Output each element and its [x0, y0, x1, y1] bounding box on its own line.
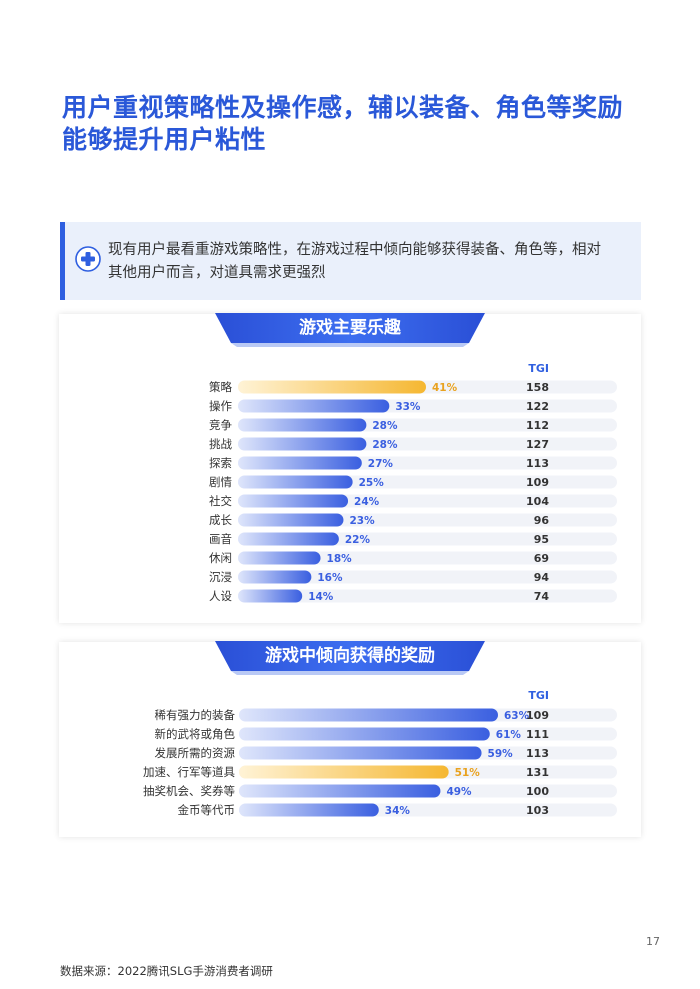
page-title-line-2: 能够提升用户粘性 [62, 125, 267, 154]
tgi-value: 122 [526, 400, 549, 413]
value-label: 34% [385, 805, 411, 817]
category-label: 成长 [209, 513, 232, 527]
bar [238, 532, 339, 546]
bar [238, 494, 349, 508]
value-label: 61% [496, 729, 522, 741]
tgi-value: 109 [526, 476, 549, 489]
bar [239, 803, 379, 817]
category-label: 休闲 [209, 551, 232, 565]
category-label: 稀有强力的装备 [155, 708, 236, 722]
tgi-value: 95 [534, 533, 549, 546]
bar [238, 380, 426, 394]
tgi-value: 103 [526, 804, 549, 817]
reward-bar-chart: TGI 稀有强力的装备 63%109 新的武将或角色 61% 111 发展所需的资源 59% 1… [143, 689, 617, 817]
tgi-value: 69 [534, 552, 549, 565]
tgi-value: 96 [534, 514, 550, 527]
callout-line-1: 现有用户最看重游戏策略性，在游戏过程中倾向能够获得装备、角色等，相对 [108, 242, 601, 258]
bar [238, 589, 303, 603]
value-label: 51% [455, 767, 481, 779]
value-label: 49% [446, 786, 472, 798]
value-label: 25% [359, 477, 385, 489]
page-title-line-1: 用户重视策略性及操作感，辅以装备、角色等奖励 [62, 93, 624, 122]
value-label: 41% [432, 382, 458, 394]
category-label: 加速、行军等道具 [143, 765, 235, 779]
category-label: 人设 [209, 589, 232, 603]
category-label: 新的武将或角色 [155, 727, 236, 741]
value-label: 14% [308, 591, 334, 603]
value-label: 33% [395, 401, 421, 413]
tgi-value: 74 [534, 590, 550, 603]
chart-title: 游戏中倾向获得的奖励 [265, 646, 435, 666]
bar [239, 727, 490, 741]
value-label: 27% [368, 458, 394, 470]
tgi-value: 94 [534, 571, 550, 584]
category-label: 操作 [209, 399, 232, 413]
tgi-value: 113 [526, 457, 549, 470]
chart-title-banner: 游戏主要乐趣 [215, 313, 485, 349]
chart-title-banner: 游戏中倾向获得的奖励 [215, 641, 485, 677]
category-label: 竞争 [209, 418, 232, 432]
value-label: 28% [372, 439, 398, 451]
bar [238, 513, 344, 527]
gamepad-plus-icon [75, 246, 101, 272]
reward-chart-panel: 游戏中倾向获得的奖励 TGI 稀有强力的装备 63% 109 新的武将或角色 61% 111… [59, 641, 641, 837]
chart-title: 游戏主要乐趣 [299, 318, 401, 338]
callout-line-2: 其他用户而言，对道具需求更强烈 [108, 265, 326, 281]
tgi-value: 113 [526, 747, 549, 760]
source-footnote: 数据来源：2022腾讯SLG手游消费者调研 [60, 964, 273, 978]
category-label: 画音 [209, 532, 232, 546]
tgi-value: 104 [526, 495, 549, 508]
category-label: 抽奖机会、奖券等 [143, 784, 235, 798]
tgi-value: 100 [526, 785, 549, 798]
bar [239, 784, 441, 798]
bar [238, 551, 321, 565]
tgi-value: 131 [526, 766, 549, 779]
value-label: 24% [354, 496, 380, 508]
tgi-header: TGI [528, 689, 549, 702]
summary-callout: 现有用户最看重游戏策略性，在游戏过程中倾向能够获得装备、角色等，相对 其他用户而… [60, 222, 641, 300]
value-label: 59% [488, 748, 514, 760]
bar [238, 399, 390, 413]
bar-track [238, 570, 617, 584]
bar [239, 708, 498, 722]
page-number: 17 [646, 935, 660, 948]
category-label: 沉浸 [209, 570, 232, 584]
bar [239, 765, 449, 779]
bar-track [238, 589, 617, 603]
value-label: 28% [372, 420, 398, 432]
callout-text: 现有用户最看重游戏策略性，在游戏过程中倾向能够获得装备、角色等，相对 其他用户而… [108, 239, 638, 285]
fun-chart-panel: 游戏主要乐趣 TGI 策略 41% 158 操作 33% 122 竞争 28% 112 挑战 28% 1… [59, 313, 641, 623]
bar [238, 475, 353, 489]
category-label: 金币等代币 [178, 803, 236, 817]
value-label: 16% [317, 572, 343, 584]
value-label: 23% [349, 515, 375, 527]
value-label: 22% [345, 534, 371, 546]
bar [238, 437, 367, 451]
tgi-value: 112 [526, 419, 549, 432]
bar [239, 746, 482, 760]
tgi-value: 111 [526, 728, 549, 741]
page-title: 用户重视策略性及操作感，辅以装备、角色等奖励 能够提升用户粘性 [62, 92, 662, 156]
value-label: 18% [327, 553, 353, 565]
category-label: 探索 [209, 456, 232, 470]
tgi-value: 127 [526, 438, 549, 451]
tgi-header: TGI [528, 362, 549, 375]
category-label: 策略 [209, 380, 232, 394]
bar [238, 570, 312, 584]
category-label: 发展所需的资源 [155, 746, 236, 760]
category-label: 剧情 [209, 475, 232, 489]
fun-bar-chart: TGI 策略 41% 158 操作 33% 122 竞争 28% 112 挑战 28% 127 探索 27%… [209, 362, 617, 603]
bar [238, 456, 362, 470]
tgi-value: 158 [526, 381, 549, 394]
bar-track [238, 551, 617, 565]
category-label: 挑战 [209, 437, 232, 451]
tgi-value: 109 [526, 709, 549, 722]
value-label: 63% [504, 710, 530, 722]
category-label: 社交 [209, 494, 232, 508]
bar [238, 418, 367, 432]
